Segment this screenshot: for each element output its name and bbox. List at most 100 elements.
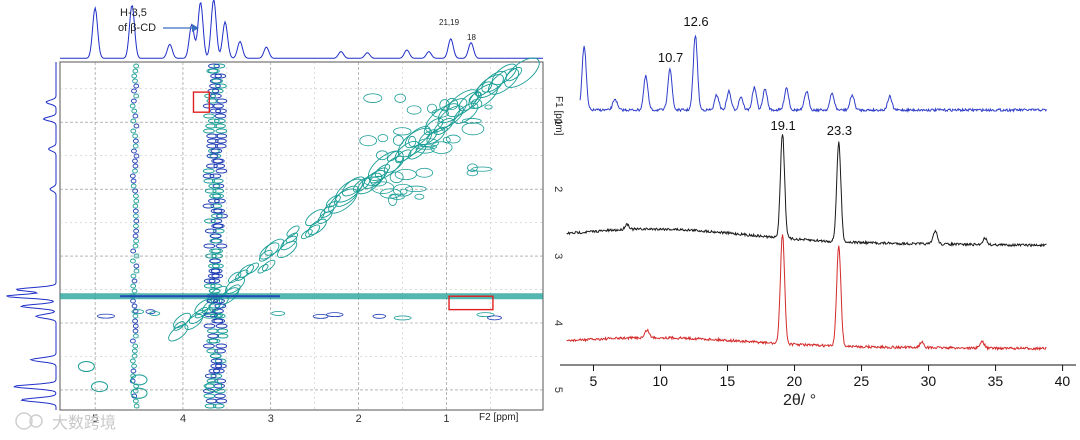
xrd-peak-labels: 12.6 10.7 19.1 23.3 (658, 14, 852, 138)
nmr-diagonal-contour (437, 105, 464, 128)
nmr-vertical-band (203, 393, 216, 399)
nmr-vertical-band (202, 388, 215, 394)
nmr-vertical-band (132, 318, 138, 324)
nmr-cross-contour (408, 135, 417, 147)
nmr-diagonal-contour (425, 103, 461, 134)
nmr-highlight-box (448, 295, 494, 311)
nmr-cross-contour (414, 144, 438, 150)
nmr-top-projection (60, 0, 543, 59)
nmr-vertical-band (132, 188, 138, 194)
nmr-vertical-band (208, 288, 221, 294)
nmr-vertical-band (132, 398, 139, 404)
nmr-vertical-band (203, 243, 216, 249)
nmr-vertical-band (133, 138, 139, 144)
nmr-diagonal-contour (184, 313, 204, 330)
xrd-x-tick-label: 10 (653, 373, 669, 389)
nmr-diagonal-contour (491, 63, 517, 86)
nmr-vertical-band (215, 133, 228, 139)
xrd-series-line (566, 234, 1047, 352)
nmr-vertical-band (132, 78, 138, 84)
nmr-diagonal-contour (335, 178, 363, 203)
annotation-arrowhead (192, 24, 199, 32)
nmr-cross-contour (363, 176, 382, 186)
nmr-vertical-band (209, 233, 222, 239)
nmr-cross-contour (441, 126, 449, 132)
nmr-bottom-contour (205, 381, 223, 393)
xrd-peak-label: 19.1 (770, 118, 795, 133)
nmr-vertical-band (214, 198, 226, 204)
nmr-vertical-band (210, 218, 223, 224)
nmr-vertical-band (202, 168, 215, 174)
xrd-series-line (579, 34, 1047, 113)
nmr-gridlines (60, 62, 543, 410)
nmr-vertical-band (206, 133, 219, 139)
nmr-cross-contour (388, 193, 398, 206)
nmr-vertical-band (133, 193, 139, 199)
nmr-vertical-band (207, 328, 219, 334)
nmr-vertical-band (211, 158, 223, 164)
nmr-vertical-band (211, 223, 224, 229)
nmr-vertical-band (204, 373, 217, 379)
nmr-vertical-band (210, 208, 223, 214)
nmr-vertical-band (209, 258, 222, 264)
nmr-vertical-band (212, 103, 224, 109)
nmr-cross-contour (392, 183, 414, 197)
nmr-diagonal-contour (458, 91, 482, 112)
nmr-cross-contour (392, 135, 404, 146)
nmr-vertical-band (202, 203, 215, 209)
nmr-vertical-band (132, 203, 139, 209)
nmr-diagonal-contour (301, 229, 313, 240)
nmr-diagonal-contour (468, 83, 499, 109)
nmr-diagonal-contour (305, 209, 325, 227)
nmr-vertical-band (130, 183, 137, 189)
nmr-diagonal-contour (317, 211, 333, 224)
nmr-cross-contour (363, 93, 383, 103)
nmr-vertical-band (132, 343, 139, 349)
nmr-cross-contour (445, 134, 461, 144)
nmr-cross-contour (439, 99, 450, 112)
nmr-crosspeak (96, 313, 115, 319)
nmr-vertical-band (203, 178, 216, 184)
nmr-vertical-band (206, 68, 219, 74)
nmr-vertical-band (213, 163, 226, 169)
nmr-vertical-band (214, 143, 227, 149)
nmr-vertical-band (212, 368, 225, 374)
nmr-diagonal-contour (259, 242, 280, 260)
nmr-diagonal-contour (258, 249, 273, 262)
xrd-x-label: 2θ/ ° (783, 392, 816, 409)
nmr-vertical-band (215, 363, 227, 369)
nmr-vertical-band (203, 128, 215, 134)
nmr-vertical-band (214, 378, 227, 384)
nmr-highlight-box (192, 91, 210, 113)
nmr-vertical-band (215, 243, 228, 249)
nmr-vertical-band (132, 208, 139, 214)
nmr-cross-contour (430, 141, 453, 154)
nmr-vertical-band (204, 188, 217, 194)
nmr-cross-contour (406, 105, 422, 115)
nmr-vertical-band (205, 398, 218, 404)
nmr-cross-contour (461, 122, 485, 136)
nmr-vertical-band (210, 203, 223, 209)
nmr-vertical-band (204, 228, 217, 234)
xrd-x-tick-label: 40 (1055, 373, 1071, 389)
nmr-vertical-band (130, 338, 136, 344)
nmr-vertical-band (132, 133, 139, 139)
nmr-cross-contour (426, 103, 438, 114)
nmr-vertical-band (204, 403, 217, 409)
nmr-vertical-band (216, 213, 228, 219)
nmr-vertical-band (132, 328, 139, 334)
nmr-vertical-band (212, 228, 225, 234)
nmr-vertical-band (209, 313, 222, 319)
nmr-diagonal-contour (257, 264, 269, 274)
nmr-vertical-band (210, 363, 223, 369)
nmr-horizontal-band-core (120, 295, 280, 298)
xrd-peak-label: 23.3 (827, 123, 852, 138)
watermark-logo-icon-2 (29, 414, 43, 428)
nmr-vertical-band (131, 88, 137, 94)
nmr-vertical-band (132, 243, 139, 249)
annotation-h35-line1: H-3,5 (120, 7, 147, 19)
nmr-cross-contour (471, 98, 483, 109)
nmr-vertical-band (213, 63, 226, 69)
nmr-vertical-band (130, 258, 136, 264)
nmr-vertical-band (133, 83, 140, 89)
